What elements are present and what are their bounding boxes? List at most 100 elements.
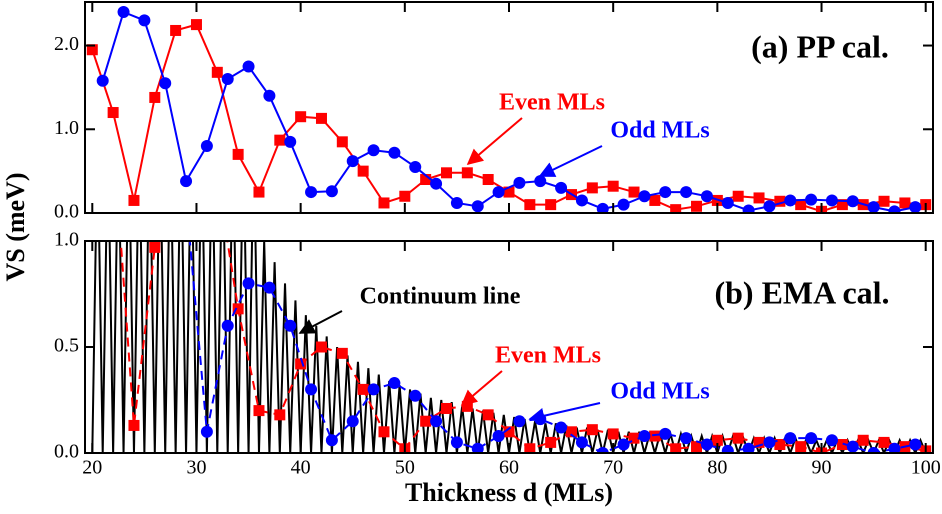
- x-tick-label: 70: [603, 457, 623, 479]
- marker-square: [315, 341, 327, 353]
- marker-square: [774, 195, 786, 207]
- marker-square: [212, 172, 223, 183]
- marker-circle: [305, 383, 318, 396]
- x-tick-label: 60: [499, 457, 519, 479]
- marker-circle: [825, 194, 838, 207]
- marker-circle: [721, 444, 734, 453]
- marker-circle: [263, 89, 276, 102]
- marker-square: [836, 439, 848, 451]
- marker-square: [545, 199, 557, 211]
- marker-circle: [805, 193, 818, 206]
- marker-square: [753, 192, 765, 204]
- x-tick-label: 90: [812, 457, 832, 479]
- marker-square: [211, 66, 223, 78]
- marker-square: [586, 182, 598, 194]
- y-tick-label: 1.0: [54, 229, 79, 251]
- annotation-arrow: [298, 310, 343, 334]
- marker-square: [87, 66, 98, 77]
- marker-square: [691, 441, 703, 453]
- y-tick-label: 0.0: [54, 441, 79, 463]
- marker-circle: [388, 377, 401, 390]
- marker-square: [732, 432, 744, 444]
- y-tick-label: 1.0: [54, 117, 79, 139]
- marker-square: [670, 204, 682, 213]
- marker-circle: [263, 281, 276, 294]
- marker-circle: [700, 190, 713, 203]
- marker-circle: [409, 389, 422, 402]
- marker-circle: [367, 144, 380, 157]
- marker-square: [566, 426, 578, 438]
- marker-square: [440, 402, 452, 414]
- marker-square: [503, 426, 515, 438]
- y-axis-label: VS (meV): [1, 172, 30, 281]
- marker-square: [295, 358, 307, 370]
- annotation: Even MLs: [499, 90, 605, 116]
- marker-square: [170, 24, 182, 36]
- annotation: Even MLs: [495, 343, 601, 369]
- marker-circle: [638, 190, 651, 203]
- annotation-arrow: [460, 370, 503, 407]
- marker-circle: [492, 430, 505, 443]
- marker-circle: [305, 186, 318, 199]
- marker-circle: [96, 74, 109, 87]
- marker-square: [191, 45, 202, 56]
- marker-square: [128, 194, 140, 206]
- marker-square: [649, 194, 661, 206]
- marker-square: [649, 430, 661, 442]
- marker-square: [420, 415, 432, 427]
- marker-circle: [638, 430, 651, 443]
- marker-square: [440, 167, 452, 179]
- marker-square: [357, 165, 369, 177]
- marker-circle: [784, 194, 797, 207]
- x-tick-label: 40: [291, 457, 311, 479]
- marker-circle: [325, 434, 338, 447]
- marker-square: [274, 134, 286, 146]
- marker-circle: [471, 200, 484, 213]
- marker-square: [607, 180, 619, 192]
- marker-square: [482, 409, 494, 421]
- marker-circle: [492, 186, 505, 199]
- marker-square: [86, 44, 98, 56]
- marker-square: [524, 443, 536, 453]
- marker-square: [128, 419, 140, 431]
- marker-square: [461, 167, 473, 179]
- marker-square: [857, 434, 869, 446]
- marker-circle: [659, 427, 672, 440]
- marker-square: [274, 409, 286, 421]
- marker-circle: [180, 175, 193, 188]
- marker-square: [378, 197, 390, 209]
- marker-square: [232, 303, 244, 315]
- marker-square: [295, 111, 307, 123]
- marker-circle: [742, 442, 755, 453]
- marker-circle: [805, 432, 818, 445]
- marker-circle: [575, 436, 588, 449]
- marker-circle: [242, 60, 255, 73]
- marker-circle: [221, 319, 234, 332]
- marker-square: [253, 405, 265, 417]
- marker-circle: [909, 201, 922, 213]
- series-line: [101, 10, 916, 213]
- marker-circle: [471, 442, 484, 453]
- marker-circle: [555, 421, 568, 434]
- x-tick-label: 50: [395, 457, 415, 479]
- series-line: [188, 241, 916, 453]
- marker-circle: [430, 415, 443, 428]
- marker-square: [336, 136, 348, 148]
- marker-square: [628, 432, 640, 444]
- x-tick-label: 30: [186, 457, 206, 479]
- marker-circle: [596, 447, 609, 453]
- marker-circle: [138, 44, 150, 56]
- marker-circle: [325, 185, 338, 198]
- marker-square: [795, 441, 807, 453]
- annotation-arrow: [538, 145, 603, 177]
- annotation: Continuum line: [360, 284, 521, 310]
- marker-circle: [846, 195, 859, 208]
- marker-square: [149, 241, 161, 253]
- x-tick-label: 20: [82, 457, 102, 479]
- marker-square: [878, 436, 890, 448]
- marker-square: [190, 19, 202, 31]
- annotation: Odd MLs: [610, 118, 709, 144]
- marker-square: [149, 91, 161, 103]
- marker-circle: [575, 194, 588, 207]
